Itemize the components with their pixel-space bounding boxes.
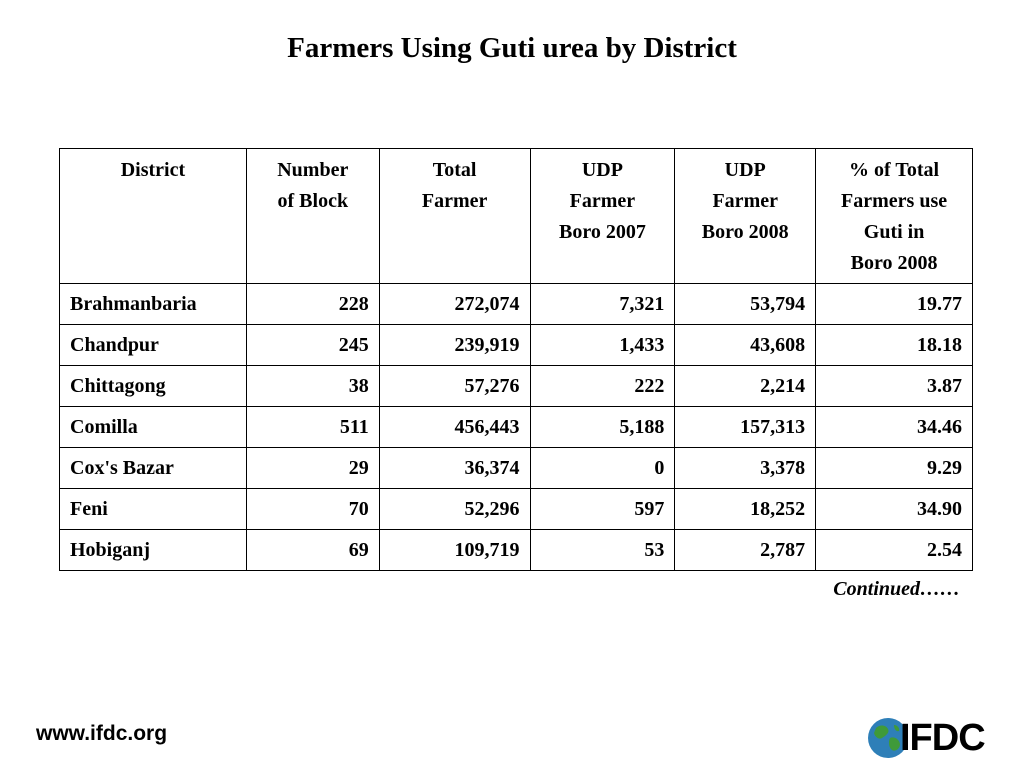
column-header-line: Farmer (569, 190, 636, 212)
value-cell: 69 (245, 529, 380, 571)
value-cell: 245 (245, 324, 380, 366)
district-cell: Chandpur (59, 324, 247, 366)
column-header: UDP Farmer Boro 2008 (674, 148, 817, 284)
table-row: Chandpur 245 239,919 1,433 43,608 18.18 (59, 324, 973, 366)
page-title: Farmers Using Guti urea by District (287, 32, 737, 64)
column-header-line: of Block (277, 190, 349, 212)
value-cell: 157,313 (674, 406, 817, 448)
column-header-line: Boro 2007 (558, 221, 646, 243)
value-cell: 70 (245, 488, 380, 530)
district-cell: Feni (59, 488, 247, 530)
district-table: District Number of Block Total Farmer UDP Farm… (59, 148, 973, 571)
column-header: Number of Block (245, 148, 380, 284)
district-cell: Comilla (59, 406, 247, 448)
column-header-line: UDP (724, 159, 766, 181)
value-cell: 272,074 (378, 283, 531, 325)
district-cell: Hobiganj (59, 529, 247, 571)
value-cell: 52,296 (378, 488, 531, 530)
continued-note: Continued…… (833, 578, 960, 600)
value-cell: 18.18 (815, 324, 973, 366)
value-cell: 34.46 (815, 406, 973, 448)
value-cell: 222 (529, 365, 676, 407)
table-row: Brahmanbaria 228 272,074 7,321 53,794 19.77 (59, 283, 973, 325)
value-cell: 0 (529, 447, 676, 489)
value-cell: 511 (245, 406, 380, 448)
value-cell: 456,443 (378, 406, 531, 448)
value-cell: 239,919 (378, 324, 531, 366)
value-cell: 38 (245, 365, 380, 407)
value-cell: 1,433 (529, 324, 676, 366)
table-row: Chittagong 38 57,276 222 2,214 3.87 (59, 365, 973, 407)
ifdc-logo: IFDC (866, 712, 996, 764)
district-cell: Chittagong (59, 365, 247, 407)
value-cell: 2.54 (815, 529, 973, 571)
value-cell: 19.77 (815, 283, 973, 325)
logo-text: IFDC (900, 717, 986, 759)
column-header-line: Farmer (421, 190, 488, 212)
column-header-line: Boro 2008 (850, 252, 938, 274)
column-header: Total Farmer (378, 148, 531, 284)
column-header: UDP Farmer Boro 2007 (529, 148, 676, 284)
value-cell: 43,608 (674, 324, 817, 366)
value-cell: 9.29 (815, 447, 973, 489)
value-cell: 29 (245, 447, 380, 489)
table-header-row: District Number of Block Total Farmer UDP Farm… (59, 148, 973, 284)
column-header-line: Farmer (712, 190, 778, 212)
district-cell: Cox's Bazar (59, 447, 247, 489)
column-header-line: % of Total (849, 159, 940, 181)
globe-icon (868, 718, 908, 758)
value-cell: 7,321 (529, 283, 676, 325)
value-cell: 597 (529, 488, 676, 530)
value-cell: 57,276 (378, 365, 531, 407)
value-cell: 3.87 (815, 365, 973, 407)
value-cell: 36,374 (378, 447, 531, 489)
table-row: Hobiganj 69 109,719 53 2,787 2.54 (59, 529, 973, 571)
column-header-line: Boro 2008 (701, 221, 789, 243)
value-cell: 2,787 (674, 529, 817, 571)
table-row: Cox's Bazar 29 36,374 0 3,378 9.29 (59, 447, 973, 489)
column-header-line: Farmers use (841, 190, 948, 212)
website-link[interactable]: www.ifdc.org (36, 722, 168, 745)
column-header-line: Number (277, 159, 349, 181)
column-header-line: Guti in (863, 221, 925, 243)
column-header: % of Total Farmers use Guti in Boro 2008 (815, 148, 973, 284)
value-cell: 53 (529, 529, 676, 571)
table-row: Comilla 511 456,443 5,188 157,313 34.46 (59, 406, 973, 448)
value-cell: 2,214 (674, 365, 817, 407)
value-cell: 34.90 (815, 488, 973, 530)
column-header-line: Total (432, 159, 477, 181)
table-row: Feni 70 52,296 597 18,252 34.90 (59, 488, 973, 530)
column-header: District (59, 148, 247, 284)
value-cell: 3,378 (674, 447, 817, 489)
column-header-line: UDP (581, 159, 623, 181)
column-header-line: District (120, 159, 186, 181)
value-cell: 228 (245, 283, 380, 325)
value-cell: 5,188 (529, 406, 676, 448)
value-cell: 18,252 (674, 488, 817, 530)
district-cell: Brahmanbaria (59, 283, 247, 325)
value-cell: 53,794 (674, 283, 817, 325)
table-body: Brahmanbaria 228 272,074 7,321 53,794 19.77 Ch… (59, 283, 973, 571)
value-cell: 109,719 (378, 529, 531, 571)
